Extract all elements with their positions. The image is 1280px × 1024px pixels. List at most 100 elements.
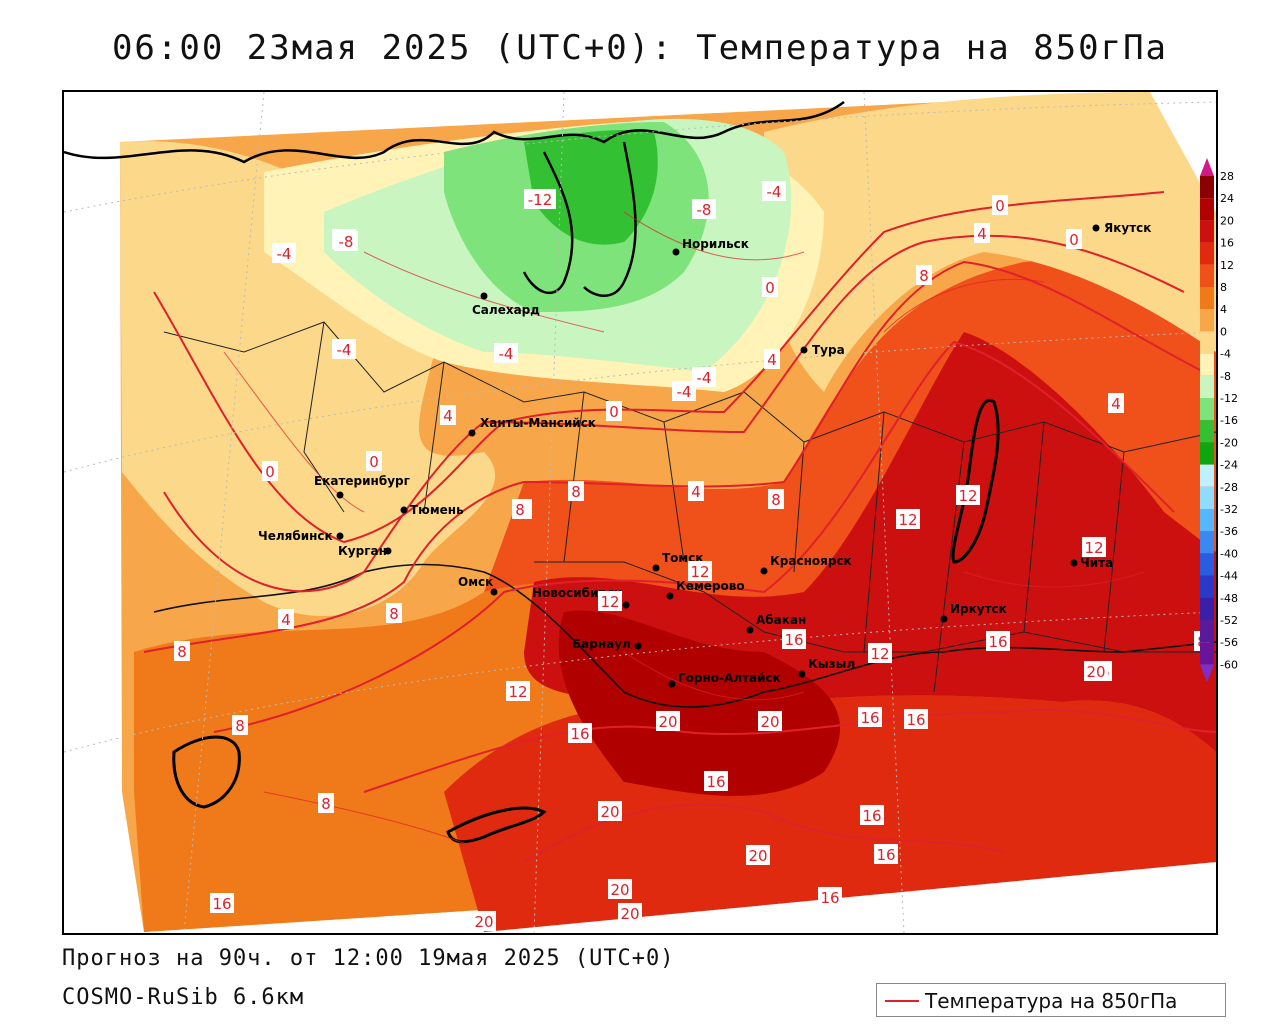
- zone-deep-red: [558, 610, 841, 796]
- isoline-label: 20: [658, 713, 677, 731]
- isotherm-20: [523, 803, 1005, 863]
- colorbar-bottom-cap: [1200, 664, 1214, 683]
- city-dot: [468, 429, 476, 437]
- isoline-label-bg: [860, 805, 884, 825]
- isoline-label-bg: [1066, 229, 1082, 249]
- isoline-label: 12: [508, 683, 527, 701]
- isoline-label-bg: [598, 591, 622, 611]
- isoline-label-bg: [904, 709, 928, 729]
- colorbar-segment: [1200, 464, 1214, 487]
- colorbar-tick-label: -36: [1220, 525, 1238, 538]
- city-label: Чита: [1080, 556, 1113, 570]
- isoline-label-bg: [506, 681, 530, 701]
- city-label: Барнаул: [572, 637, 631, 651]
- forecast-info: Прогноз на 90ч. от 12:00 19мая 2025 (UTC…: [62, 946, 675, 971]
- colorbar-tick-label: 4: [1220, 303, 1227, 316]
- isoline-label-bg: [656, 711, 680, 731]
- isoline-label-bg: [494, 343, 518, 363]
- isoline-label-bg: [334, 231, 358, 251]
- isoline-label: 0: [995, 197, 1005, 215]
- isoline-label-bg: [606, 401, 622, 421]
- isoline-label-bg: [262, 461, 278, 481]
- taz-coast: [583, 141, 637, 297]
- isoline-label: -4: [767, 183, 782, 201]
- city-dot: [400, 506, 408, 514]
- isoline-label: 16: [570, 725, 589, 743]
- city-dot: [384, 547, 392, 555]
- colorbar-tick-label: -32: [1220, 503, 1238, 516]
- isoline-label: 20: [474, 913, 493, 931]
- city-label: Якутск: [1104, 221, 1151, 235]
- isoline-label: 0: [1069, 231, 1079, 249]
- city-dot: [634, 642, 642, 650]
- isoline-label-bg: [512, 499, 528, 519]
- isoline-label-bg: [762, 181, 786, 201]
- city-label: Кемерово: [676, 579, 745, 593]
- city-dot: [336, 532, 344, 540]
- isoline-label: 16: [820, 889, 839, 907]
- city-dot: [480, 292, 488, 300]
- colorbar-segment: [1200, 442, 1214, 465]
- isoline-label-bg: [598, 801, 622, 821]
- isoline-label: 8: [771, 491, 781, 509]
- colorbar-segment: [1200, 176, 1214, 199]
- isoline-label: 12: [1084, 539, 1103, 557]
- colorbar-tick-label: -8: [1220, 370, 1231, 383]
- isoline-label-bg: [272, 243, 296, 263]
- colorbar-tick-label: -12: [1220, 392, 1238, 405]
- isoline-label: 16: [876, 846, 895, 864]
- city-dot: [672, 248, 680, 256]
- colorbar-tick-label: -48: [1220, 592, 1238, 605]
- colorbar-segment: [1200, 553, 1214, 576]
- isoline-label-bg: [692, 367, 716, 387]
- isoline-label: 8: [235, 717, 245, 735]
- isoline-label-bg: [986, 631, 1010, 651]
- colorbar-segment: [1200, 309, 1214, 332]
- isoline-label: 16: [860, 709, 879, 727]
- colorbar-segment: [1200, 531, 1214, 554]
- colorbar-tick-label: 24: [1220, 192, 1234, 205]
- city-label: Омск: [458, 575, 493, 589]
- isoline-label-bg: [764, 349, 780, 369]
- colorbar-segment: [1200, 509, 1214, 532]
- legend-line-swatch: [885, 1000, 919, 1002]
- isoline-label-bg: [568, 723, 592, 743]
- colorbar-segment: [1200, 597, 1214, 620]
- colorbar-segment: [1200, 420, 1214, 443]
- isoline-label: 16: [906, 711, 925, 729]
- city-label: Норильск: [682, 237, 749, 251]
- isoline-label: 0: [765, 279, 775, 297]
- city-dot: [622, 601, 630, 609]
- colorbar-tick-label: -28: [1220, 481, 1238, 494]
- city-label: Иркутск: [950, 602, 1007, 616]
- lake-balkhash: [446, 806, 547, 844]
- colorbar-tick-label: -20: [1220, 436, 1238, 449]
- city-dot: [760, 567, 768, 575]
- city-dot: [668, 680, 676, 688]
- isoline-label-bg: [386, 603, 402, 623]
- city-label: Курган: [338, 544, 387, 558]
- isoline-label: 4: [767, 351, 777, 369]
- isoline-label: 20: [748, 847, 767, 865]
- isoline-label: 16: [212, 895, 231, 913]
- lake-baikal: [951, 398, 1000, 564]
- city-dot: [798, 670, 806, 678]
- city-label: Тура: [812, 343, 845, 357]
- isoline-label: -8: [339, 233, 354, 251]
- isoline-label-bg: [568, 481, 584, 501]
- city-label: Горно-Алтайск: [678, 671, 781, 685]
- isoline-label-bg: [874, 844, 898, 864]
- isoline-label: 8: [571, 483, 581, 501]
- isotherm-12: [213, 340, 1175, 733]
- isoline-label: 12: [898, 511, 917, 529]
- colorbar-segment: [1200, 642, 1214, 665]
- colorbar-tick-label: 16: [1220, 237, 1234, 250]
- isoline-label-bg: [746, 845, 770, 865]
- region-borders: [163, 321, 1216, 693]
- isoline-label-bg: [868, 643, 892, 663]
- isoline-label: -12: [528, 191, 553, 209]
- colorbar-segment: [1200, 287, 1214, 310]
- map-legend: Температура на 850гПа: [876, 983, 1226, 1017]
- zone-dark-green: [524, 130, 658, 245]
- lake-aral: [172, 735, 241, 809]
